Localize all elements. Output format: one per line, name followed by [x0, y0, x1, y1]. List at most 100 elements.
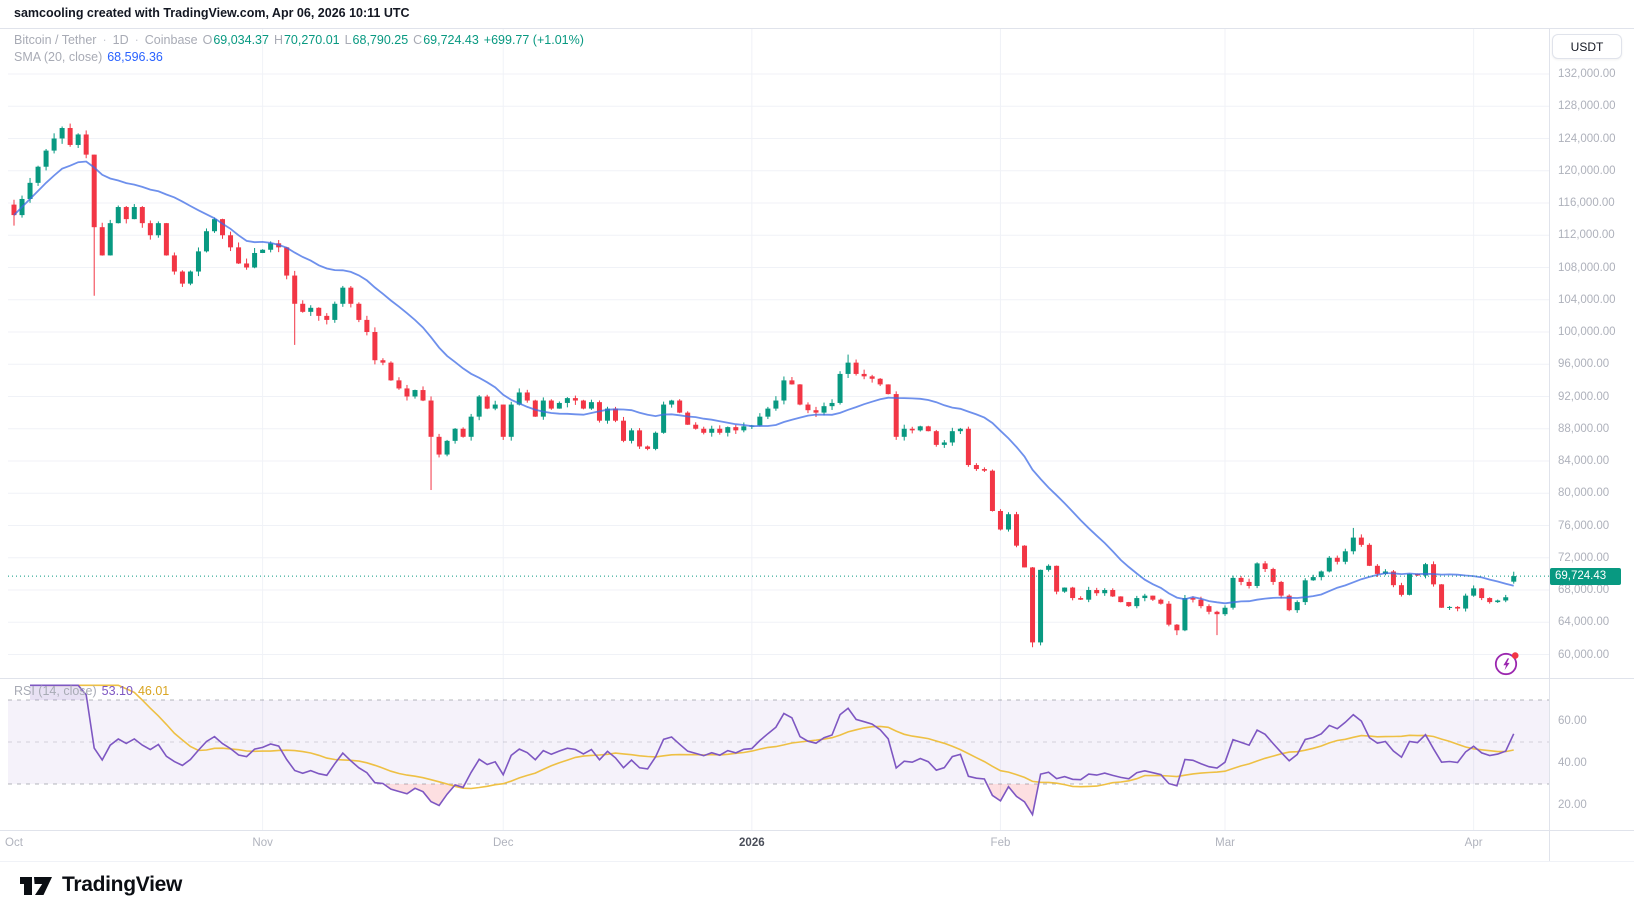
legend-separator: · — [134, 33, 139, 47]
candle-body — [1046, 565, 1052, 570]
candle-body — [1118, 596, 1124, 603]
candle-body — [236, 247, 242, 264]
candle-body — [123, 207, 129, 220]
candle-body — [885, 384, 891, 395]
price-tick-label: 88,000.00 — [1558, 422, 1610, 435]
candle-body — [1479, 588, 1485, 599]
tradingview-logo[interactable]: TradingView — [18, 870, 182, 900]
candle-body — [195, 251, 201, 272]
candle-body — [484, 396, 490, 409]
candle-body — [300, 303, 306, 312]
candle-body — [500, 404, 506, 437]
candle-body — [829, 402, 835, 407]
candle-body — [115, 207, 121, 224]
candle-body — [1326, 557, 1332, 572]
candle-body — [1342, 551, 1348, 562]
price-tick-label: 72,000.00 — [1558, 551, 1610, 564]
price-tick-label: 128,000.00 — [1558, 100, 1616, 113]
candle-body — [861, 373, 867, 377]
candle-body — [1463, 595, 1469, 609]
candle-body — [508, 404, 514, 437]
candle-body — [364, 319, 370, 332]
symbol-name[interactable]: Bitcoin / Tether — [14, 33, 97, 47]
rsi-label[interactable]: RSI (14, close) — [14, 684, 97, 698]
boost-button[interactable] — [1492, 648, 1522, 678]
candle-body — [59, 128, 65, 139]
candle-body — [540, 400, 546, 417]
tradingview-wordmark: TradingView — [62, 873, 183, 896]
candle-body — [1238, 577, 1244, 582]
candle-body — [388, 362, 394, 381]
candle-body — [564, 398, 570, 403]
candle-body — [621, 420, 627, 441]
candle-body — [949, 431, 955, 443]
price-tick-label: 104,000.00 — [1558, 293, 1616, 306]
candle-body — [324, 315, 330, 320]
candle-body — [252, 252, 258, 268]
candle-body — [637, 430, 643, 447]
candle-body — [476, 396, 482, 417]
candle-body — [147, 223, 153, 236]
candle-body — [11, 204, 17, 216]
candle-body — [348, 287, 354, 304]
candle-body — [1030, 567, 1036, 643]
lightning-icon — [1494, 652, 1519, 676]
currency-toggle-button[interactable]: USDT — [1552, 34, 1622, 59]
candle-body — [1174, 624, 1180, 631]
candle-body — [1406, 573, 1412, 595]
candle-body — [741, 426, 747, 431]
candle-body — [67, 128, 73, 145]
price-tick-label: 96,000.00 — [1558, 358, 1610, 371]
candle-body — [957, 428, 963, 432]
candle-body — [1495, 600, 1501, 603]
candle-body — [91, 154, 97, 228]
candle-body — [1278, 581, 1284, 596]
candle-body — [981, 469, 987, 471]
candle-body — [316, 307, 322, 316]
candle-body — [75, 134, 81, 145]
candle-body — [244, 263, 250, 268]
rsi-value: 53.10 — [101, 684, 133, 698]
time-axis-label: Feb — [990, 837, 1011, 849]
candle-body — [412, 390, 418, 397]
candle-body — [284, 247, 290, 276]
candle-body — [1487, 598, 1493, 603]
rsi-ma-value: 46.01 — [137, 684, 170, 698]
rsi-line — [30, 684, 1515, 817]
exchange-label[interactable]: Coinbase — [144, 33, 198, 47]
candle-body — [43, 150, 49, 167]
sma-value: 68,596.36 — [107, 50, 163, 64]
time-axis-label: 2026 — [739, 837, 765, 849]
candle-body — [1158, 599, 1164, 604]
candle-body — [372, 332, 378, 361]
price-tick-label: 68,000.00 — [1558, 584, 1610, 596]
candle-body — [1054, 565, 1060, 592]
candle-body — [613, 408, 618, 421]
candle-body — [1294, 602, 1300, 611]
candle-body — [212, 219, 217, 232]
interval-label[interactable]: 1D — [112, 33, 129, 47]
candle-body — [1070, 587, 1076, 599]
price-tick-label: 116,000.00 — [1558, 197, 1615, 209]
candle-body — [909, 428, 915, 431]
candle-body — [709, 428, 715, 433]
candle-body — [308, 307, 314, 312]
last-price-badge: 69,724.43 — [1550, 568, 1621, 585]
candle-body — [1374, 565, 1380, 574]
candle-body — [220, 219, 226, 236]
candle-body — [693, 424, 699, 429]
candle-body — [1005, 514, 1011, 530]
candle-body — [901, 428, 907, 437]
candle-body — [989, 470, 995, 511]
candle-body — [1310, 577, 1316, 581]
candle-body — [837, 373, 843, 403]
candle-body — [99, 227, 105, 256]
candle-body — [1262, 563, 1268, 570]
candle-body — [1142, 595, 1148, 599]
candle-body — [1134, 598, 1140, 607]
candle-body — [163, 223, 169, 256]
candle-body — [468, 416, 474, 437]
sma-label[interactable]: SMA (20, close) — [14, 50, 103, 64]
